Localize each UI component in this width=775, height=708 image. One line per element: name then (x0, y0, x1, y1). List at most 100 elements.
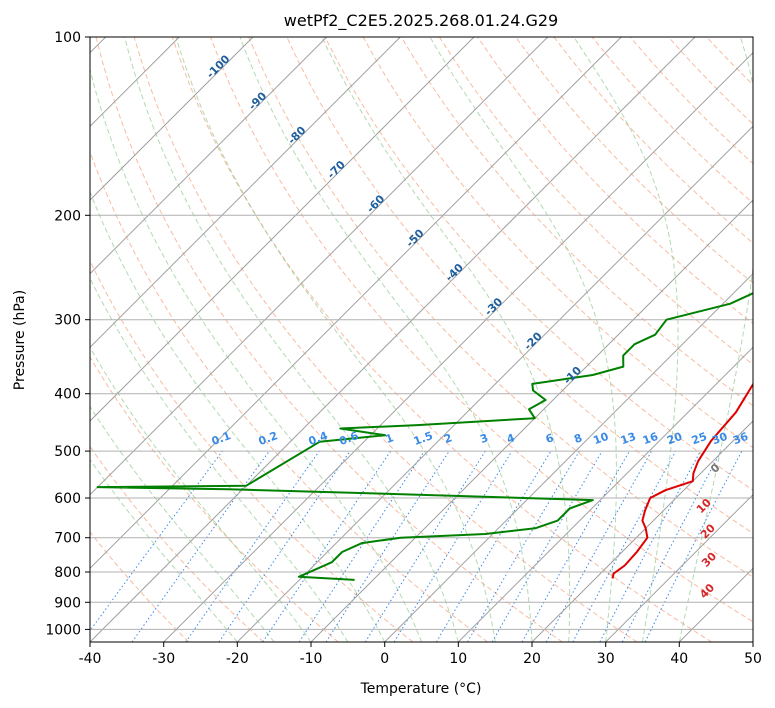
isotherm-label: -20 (522, 329, 545, 352)
mixing-ratio-line (572, 450, 677, 642)
dry-adiabat (90, 445, 264, 642)
dry-adiabat (324, 37, 753, 491)
dry-adiabat (90, 531, 190, 642)
isotherm-label: -10 (561, 364, 584, 387)
mixing-ratio-line (185, 450, 320, 642)
mixing-ratio-line (621, 450, 722, 642)
mixing-ratio-line (298, 450, 425, 642)
dry-adiabat (591, 37, 753, 204)
x-tick-label: 20 (523, 651, 541, 667)
isotherm-line (90, 37, 549, 496)
moist-adiabat (90, 190, 386, 642)
mixing-ratio-label: 1.5 (412, 429, 435, 448)
dry-adiabat (90, 259, 414, 642)
isotherm-line (236, 125, 753, 642)
mixing-ratio-line (393, 450, 513, 642)
x-tick-label: -30 (152, 651, 175, 667)
y-tick-label: 800 (54, 565, 81, 581)
mixing-ratio-label: 3 (478, 431, 490, 446)
dry-adiabat (248, 37, 753, 578)
dry-adiabat (210, 37, 753, 623)
isotherm-label: -100 (204, 52, 233, 81)
isotherm-line (678, 567, 753, 642)
mixing-ratio-label: 30 (710, 430, 729, 448)
x-axis-title: Temperature (°C) (360, 681, 482, 697)
moist-adiabat (175, 37, 496, 642)
x-tick-label: 10 (449, 651, 467, 667)
mixing-ratio-line (545, 450, 653, 642)
moist-adiabat-label: 20 (698, 521, 718, 541)
chart-title: wetPf2_C2E5.2025.268.01.24.G29 (284, 11, 558, 31)
isotherm-line (90, 37, 622, 570)
mixing-ratio-label: 4 (505, 431, 517, 446)
moist-adiabat-label: 30 (699, 549, 719, 569)
dry-adiabat (171, 37, 712, 642)
isotherm-label: -60 (364, 192, 387, 215)
mixing-ratio-label: 10 (591, 430, 610, 448)
isotherm-line (310, 199, 753, 642)
y-tick-label: 700 (54, 531, 81, 547)
isotherm-label: -30 (482, 295, 505, 318)
isotherm-line (531, 420, 753, 642)
moist-adiabat-label: 40 (697, 581, 717, 601)
mixing-ratio-line (325, 450, 450, 642)
isotherm-line (752, 641, 753, 642)
moist-adiabat (90, 346, 312, 642)
isotherm-label: -80 (285, 124, 308, 147)
dry-adiabat (133, 37, 638, 642)
dewpoint-line (96, 292, 753, 581)
mixing-ratio-label: 0.1 (210, 429, 233, 448)
moist-adiabat (90, 458, 238, 642)
isotherm-line (90, 37, 254, 201)
dry-adiabat (90, 150, 488, 642)
mixing-ratio-line (262, 450, 392, 642)
mixing-ratio-line (467, 450, 580, 642)
moist-adiabat (90, 67, 422, 642)
x-tick-label: 50 (744, 651, 762, 667)
mixing-ratio-line (218, 450, 351, 642)
dry-adiabat (515, 37, 753, 284)
dry-adiabat (706, 37, 753, 86)
mixing-ratio-label: 0.2 (257, 429, 280, 448)
mixing-ratio-label: 20 (665, 430, 684, 448)
mixing-ratio-label: 0.4 (307, 429, 330, 448)
x-tick-label: 0 (380, 651, 389, 667)
dry-adiabat (668, 37, 753, 125)
x-tick-label: 30 (597, 651, 615, 667)
mixing-ratio-label: 13 (619, 430, 638, 447)
isotherm-label: -40 (443, 261, 466, 284)
mixing-ratio-label: 1 (384, 431, 396, 446)
isotherm-line (90, 37, 696, 642)
moist-adiabat (321, 37, 571, 642)
isotherm-line (90, 37, 328, 275)
isotherm-line (163, 51, 753, 642)
isotherm-line (457, 346, 753, 642)
x-tick-label: -10 (300, 651, 323, 667)
moist-adiabat (90, 405, 275, 642)
x-tick-label: 40 (670, 651, 688, 667)
mixing-ratio-line (521, 450, 630, 642)
plot-frame (89, 36, 754, 643)
mixing-ratio-label: 0.6 (338, 429, 361, 448)
moist-adiabat (573, 37, 679, 642)
moist-adiabat (124, 37, 459, 642)
mixing-ratio-label: 25 (690, 430, 709, 447)
y-axis-title: Pressure (hPa) (12, 290, 28, 390)
mixing-ratio-label: 36 (731, 430, 750, 448)
y-tick-label: 400 (54, 387, 81, 403)
isotherm-label: -70 (325, 158, 348, 181)
moist-adiabat (239, 37, 533, 642)
y-tick-label: 1000 (45, 622, 81, 638)
x-tick-label: -40 (79, 651, 102, 667)
dry-adiabat (90, 356, 339, 642)
moist-adiabat-label: 10 (694, 496, 714, 516)
isotherm-line (90, 37, 475, 422)
moist-adiabat (678, 37, 753, 642)
isotherm-line (90, 37, 401, 349)
mixing-ratio-label: 16 (641, 430, 660, 448)
mixing-ratio-line (644, 450, 743, 642)
isotherm-label: -90 (246, 89, 269, 112)
y-tick-label: 900 (54, 595, 81, 611)
mixing-ratio-label: 6 (544, 431, 556, 446)
